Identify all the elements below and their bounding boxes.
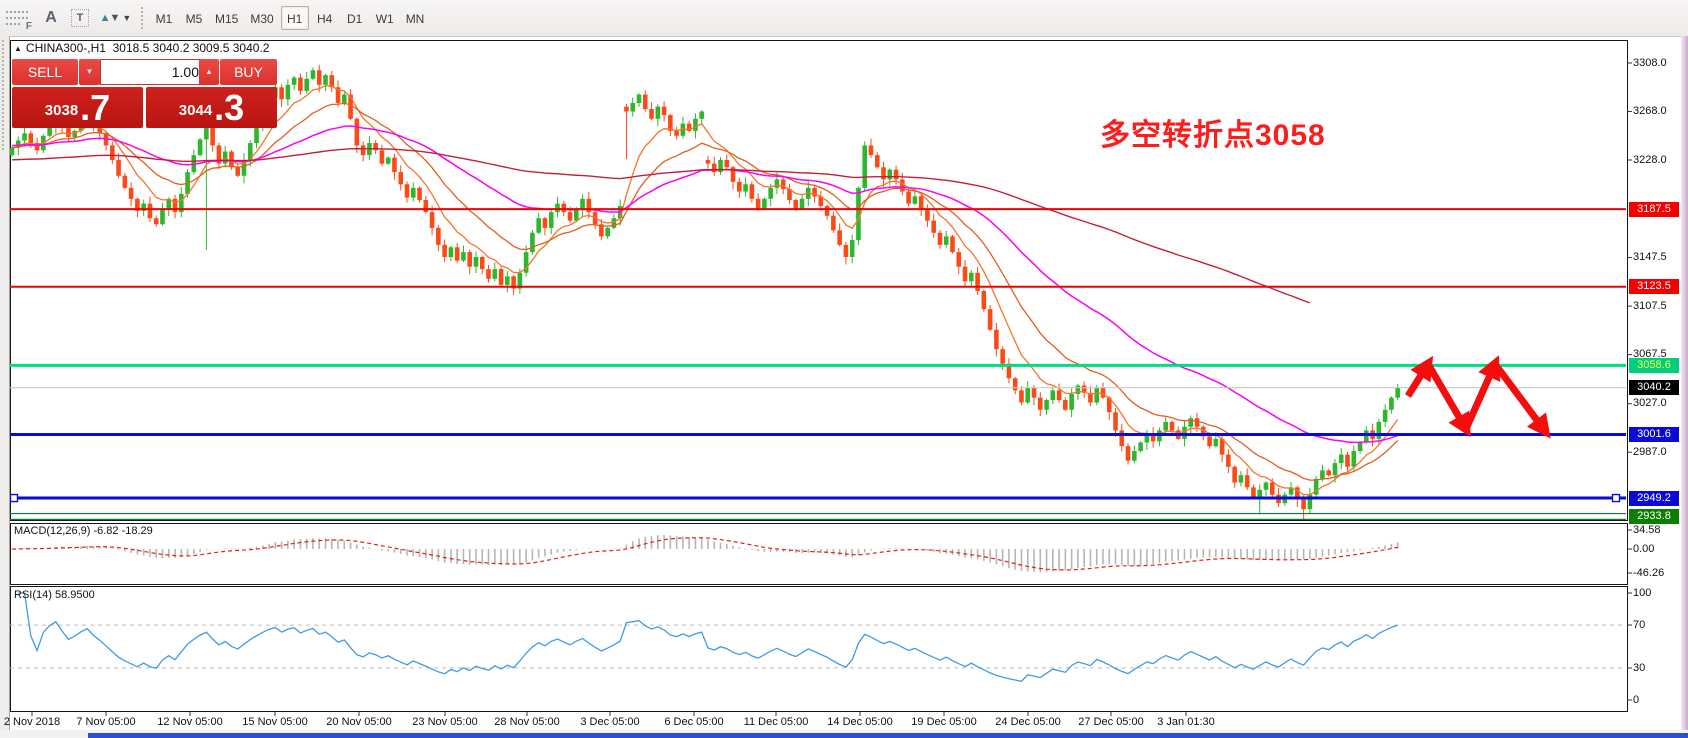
macd-scale-label: -46.26: [1633, 566, 1665, 579]
price-level-label: 3040.2: [1629, 380, 1679, 396]
timeframe-button-d1[interactable]: D1: [347, 12, 363, 26]
price-level-label: 2933.8: [1629, 509, 1679, 525]
rsi-scale-label: 30: [1633, 661, 1646, 674]
text-box-icon[interactable]: T: [68, 6, 92, 30]
timeframe-button-h1[interactable]: H1: [280, 6, 309, 30]
rsi-layer: [10, 592, 1626, 682]
buy-price-pip: .3: [214, 87, 245, 128]
buy-button[interactable]: BUY: [220, 59, 277, 85]
macd-scale-label: 0.00: [1633, 542, 1655, 555]
ohlc-values: 3018.5 3040.2 3009.5 3040.2: [112, 41, 270, 55]
price-axis-label: 3147.5: [1633, 251, 1667, 264]
time-axis-label: 2 Nov 2018: [3, 716, 61, 728]
price-axis-label: 3228.0: [1633, 153, 1667, 166]
time-axis-label: 7 Nov 05:00: [76, 716, 136, 728]
dotted-line: [6, 17, 28, 19]
timeframe-button-m15[interactable]: M15: [215, 12, 239, 26]
timeframe-button-w1[interactable]: W1: [375, 12, 394, 26]
timeframe-button-h4[interactable]: H4: [317, 12, 333, 26]
sell-price-main: 3038: [44, 102, 79, 119]
chevron-down-icon: ▼: [122, 13, 131, 23]
arrows-dropdown-icon[interactable]: ▲ ▼ ▼: [98, 6, 132, 30]
arrow-up-glyph: ▲: [99, 12, 111, 24]
time-axis-label: 24 Dec 05:00: [995, 716, 1061, 728]
price-level-label: 2949.2: [1629, 490, 1679, 506]
macd-layer: [11, 534, 1399, 573]
time-axis-label: 3 Jan 01:30: [1157, 716, 1215, 728]
timeframe-toolbar: M1 M5 M15 M30 H1 H4 D1 W1 MN: [150, 6, 429, 30]
price-level-label: 3187.5: [1629, 201, 1679, 217]
axis-ticks: [31, 62, 1632, 716]
bottom-blue-strip: [88, 733, 1688, 738]
price-axis-label: 3107.5: [1633, 299, 1667, 312]
chart-title: ▲ CHINA300-,H1 3018.5 3040.2 3009.5 3040.…: [14, 41, 269, 55]
price-level-label: 3123.5: [1629, 279, 1679, 295]
volume-increase-button[interactable]: ▲: [199, 59, 219, 85]
time-axis-label: 6 Dec 05:00: [664, 716, 724, 728]
moving-averages-layer: [11, 85, 1399, 496]
level-lines-layer: [10, 208, 1626, 520]
volume-input[interactable]: [100, 59, 206, 85]
sell-button[interactable]: SELL: [12, 59, 78, 85]
arrow-down-glyph: ▼: [109, 12, 121, 24]
rsi-scale-label: 70: [1633, 618, 1646, 631]
time-axis-label: 19 Dec 05:00: [911, 716, 977, 728]
right-scrollbar-strip[interactable]: [1681, 36, 1688, 738]
price-pane[interactable]: [10, 40, 1628, 521]
annotation-text: 多空转折点3058: [1100, 119, 1326, 152]
price-axis-label: 3027.0: [1633, 397, 1667, 410]
time-axis-label: 3 Dec 05:00: [580, 716, 640, 728]
sell-price-button[interactable]: 3038 .7: [12, 87, 143, 128]
text-icon[interactable]: A: [45, 9, 57, 26]
dock-strip: [0, 36, 10, 731]
price-axis-label: 2987.0: [1633, 445, 1667, 458]
macd-label: MACD(12,26,9) -6.82 -18.29: [14, 525, 153, 537]
timeframe-button-m5[interactable]: M5: [185, 12, 203, 26]
macd-pane[interactable]: [10, 523, 1628, 585]
timeframe-button-m1[interactable]: M1: [155, 12, 173, 26]
rsi-label: RSI(14) 58.9500: [14, 589, 95, 601]
price-axis-label: 3067.5: [1633, 348, 1667, 361]
timeframe-button-m30[interactable]: M30: [250, 12, 274, 26]
time-axis-label: 11 Dec 05:00: [743, 716, 809, 728]
buy-price-button[interactable]: 3044 .3: [146, 87, 277, 128]
timeframe-button-mn[interactable]: MN: [405, 12, 425, 26]
trend-arrows: [1405, 355, 1551, 439]
volume-decrease-button[interactable]: ▼: [79, 59, 100, 85]
f-glyph: F: [25, 21, 32, 32]
time-axis-label: 15 Nov 05:00: [242, 716, 308, 728]
dotted-line: [6, 23, 20, 25]
time-axis-label: 27 Dec 05:00: [1078, 716, 1144, 728]
dock-handle[interactable]: [2, 40, 4, 150]
rsi-scale-label: 100: [1633, 586, 1652, 599]
price-axis-label: 3268.0: [1633, 105, 1667, 117]
toolbar: F A T ▲ ▼ ▼ M1 M5 M15 M30 H1 H4 D1 W1 MN: [0, 0, 1688, 37]
collapse-icon[interactable]: ▲: [14, 44, 22, 53]
toolbar-separator: [141, 7, 143, 29]
rsi-pane[interactable]: [10, 586, 1628, 712]
price-axis-label: 3308.0: [1633, 56, 1667, 69]
dotted-line: [6, 11, 28, 13]
price-level-label: 3058.6: [1629, 357, 1679, 373]
price-level-label: 3001.6: [1629, 427, 1679, 442]
buy-price-main: 3044: [178, 102, 213, 119]
dotted-f-icon[interactable]: F: [6, 6, 32, 32]
sell-price-pip: .7: [80, 87, 111, 128]
macd-scale-label: 34.58: [1633, 523, 1661, 536]
time-axis-label: 23 Nov 05:00: [412, 716, 478, 728]
time-axis-label: 20 Nov 05:00: [326, 716, 392, 728]
time-axis-label: 28 Nov 05:00: [494, 716, 560, 728]
rsi-scale-label: 0: [1633, 693, 1640, 706]
time-axis-label: 14 Dec 05:00: [827, 716, 893, 728]
time-axis-label: 12 Nov 05:00: [157, 716, 223, 728]
symbol-name: CHINA300-,H1: [25, 41, 106, 55]
